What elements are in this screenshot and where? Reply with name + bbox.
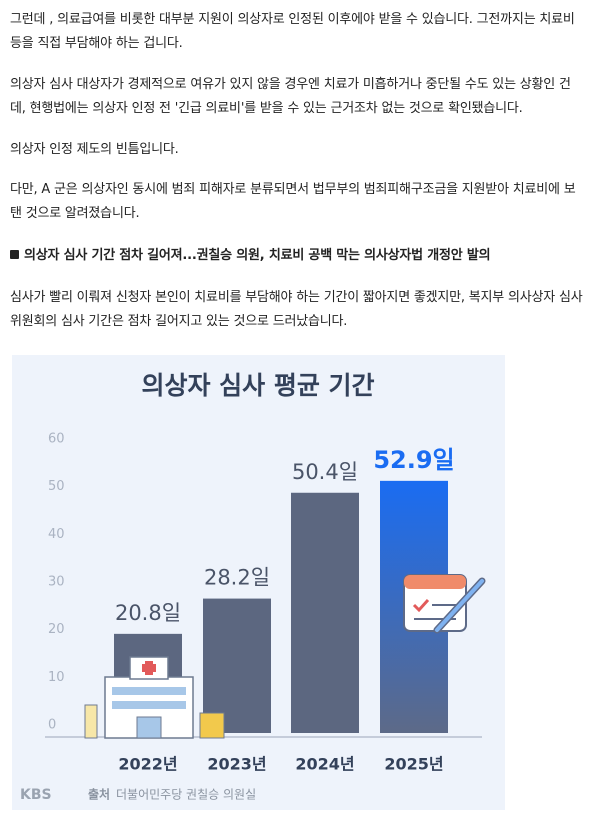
- y-tick-label: 0: [48, 718, 56, 733]
- value-label: 28.2일: [204, 566, 270, 590]
- value-label: 52.9일: [373, 446, 454, 474]
- bar: [203, 598, 271, 733]
- chart: 의상자 심사 평균 기간 0 10 20 30 40 50 60 20.8일 2022년 28.2…: [12, 355, 505, 810]
- paragraph: 그런데 , 의료급여를 비롯한 대부분 지원이 의상자로 인정된 이후에야 받을…: [10, 12, 575, 51]
- value-label: 20.8일: [115, 601, 181, 625]
- paragraph: 심사가 빨리 이뤄져 신청자 본인이 치료비를 부담해야 하는 기간이 짧아지면…: [10, 290, 583, 329]
- y-tick-label: 20: [48, 622, 65, 637]
- y-tick-label: 40: [48, 527, 65, 542]
- y-tick-label: 50: [48, 479, 65, 494]
- hospital-icon: [84, 656, 225, 739]
- paragraph: 의상자 심사 대상자가 경제적으로 여유가 있지 않을 경우엔 치료가 미흡하거…: [10, 77, 571, 116]
- x-tick-label: 2022년: [118, 755, 177, 774]
- calendar-icon: [403, 574, 486, 634]
- subheading: 의상자 심사 기간 점차 길어져...권칠승 의원, 치료비 공백 막는 의사상…: [10, 244, 586, 268]
- paragraph: 다만, A 군은 의상자인 동시에 범죄 피해자로 분류되면서 법무부의 범죄피…: [10, 182, 576, 221]
- x-tick-label: 2024년: [295, 755, 354, 774]
- chart-title: 의상자 심사 평균 기간: [141, 371, 374, 400]
- logo: KBS: [20, 787, 52, 803]
- y-tick-label: 60: [48, 432, 65, 447]
- bar: [291, 492, 359, 733]
- x-tick-label: 2025년: [384, 755, 443, 774]
- y-tick-label: 10: [48, 670, 65, 685]
- x-tick-label: 2023년: [207, 755, 266, 774]
- bullet: [10, 250, 19, 259]
- source: 더불어민주당 권칠승 의원실: [116, 788, 256, 802]
- y-tick-label: 30: [48, 575, 65, 590]
- paragraph: 의상자 인정 제도의 빈틈입니다.: [10, 142, 179, 157]
- subheading-text: 의상자 심사 기간 점차 길어져...권칠승 의원, 치료비 공백 막는 의사상…: [24, 248, 491, 263]
- source-label: 출처: [88, 787, 110, 802]
- value-label: 50.4일: [292, 460, 358, 484]
